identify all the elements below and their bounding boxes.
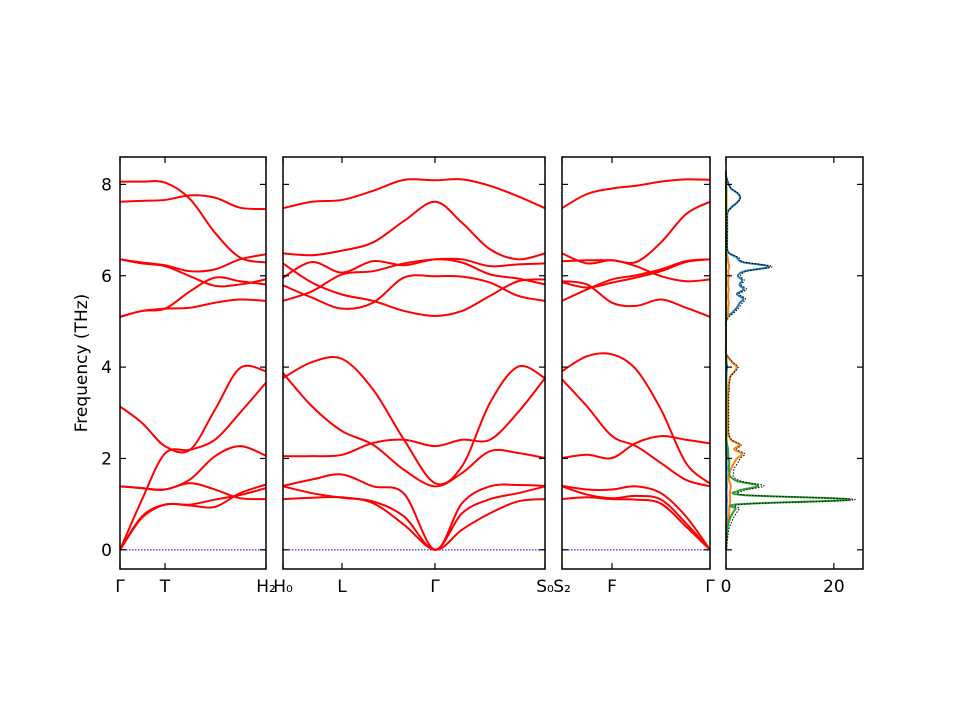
x-tick-label: Γ	[115, 577, 125, 597]
phonon-band-line	[282, 257, 546, 302]
phonon-band-line	[282, 258, 546, 286]
dos-total-line	[725, 170, 856, 550]
x-tick-label: S₀	[536, 577, 554, 597]
phonon-band-line	[282, 485, 546, 551]
y-tick-label: 8	[101, 175, 112, 195]
phonon-band-line	[119, 381, 267, 551]
phonon-band-line	[282, 473, 546, 551]
x-tick-label: H₀	[273, 577, 293, 597]
phonon-band-line	[561, 484, 711, 551]
x-tick-label: F	[607, 577, 617, 597]
phonon-band-line	[282, 356, 546, 486]
phonon-band-line	[561, 435, 711, 460]
x-tick-label: H₂	[256, 577, 276, 597]
panel-frame	[561, 156, 711, 570]
phonon-band-line	[282, 377, 546, 458]
dos-series-line	[724, 170, 852, 550]
y-axis-label: Frequency (THz)	[72, 294, 92, 433]
dos-panel: 0 20	[721, 156, 864, 597]
x-tick-label: T	[159, 577, 171, 597]
phonon-band-line	[561, 178, 711, 210]
phonon-band-line	[282, 372, 546, 488]
dos-x-tick-label: 0	[721, 577, 732, 597]
y-tick-label: 4	[101, 358, 112, 378]
band-panel-3: S₂ F Γ	[553, 156, 715, 597]
panel-frame	[119, 156, 267, 570]
band-panel-2: H₀ L Γ S₀	[273, 156, 554, 597]
phonon-band-line	[119, 258, 267, 288]
phonon-band-line	[119, 194, 267, 211]
phonon-band-line	[561, 485, 711, 551]
x-tick-label: S₂	[553, 577, 571, 597]
x-tick-label: Γ	[430, 577, 440, 597]
y-tick-label: 0	[101, 541, 112, 561]
y-tick-label: 6	[101, 267, 112, 287]
phonon-band-line	[282, 262, 546, 317]
phonon-band-line	[561, 352, 711, 485]
phonon-band-line	[119, 180, 267, 264]
phonon-band-line	[119, 298, 267, 318]
panel-frame	[282, 156, 546, 570]
phonon-band-line	[119, 487, 267, 551]
phonon-band-line	[282, 274, 546, 310]
phonon-band-line	[282, 200, 546, 261]
phonon-band-line	[561, 378, 711, 488]
phonon-band-line	[561, 252, 711, 283]
phonon-band-line	[561, 258, 711, 302]
phonon-band-line	[561, 496, 711, 551]
phonon-band-line	[561, 200, 711, 265]
phonon-band-line	[282, 495, 546, 551]
x-tick-label: L	[337, 577, 347, 597]
dos-x-tick-label: 20	[823, 577, 845, 597]
phonon-band-line	[561, 280, 711, 318]
phonon-band-line	[119, 482, 267, 501]
dos-panel-frame	[725, 156, 864, 570]
x-tick-label: Γ	[705, 577, 715, 597]
y-tick-label: 2	[101, 449, 112, 469]
phonon-band-line	[282, 178, 546, 210]
band-panel-1: 0 2 4 6 8 Γ T H₂	[101, 156, 276, 597]
